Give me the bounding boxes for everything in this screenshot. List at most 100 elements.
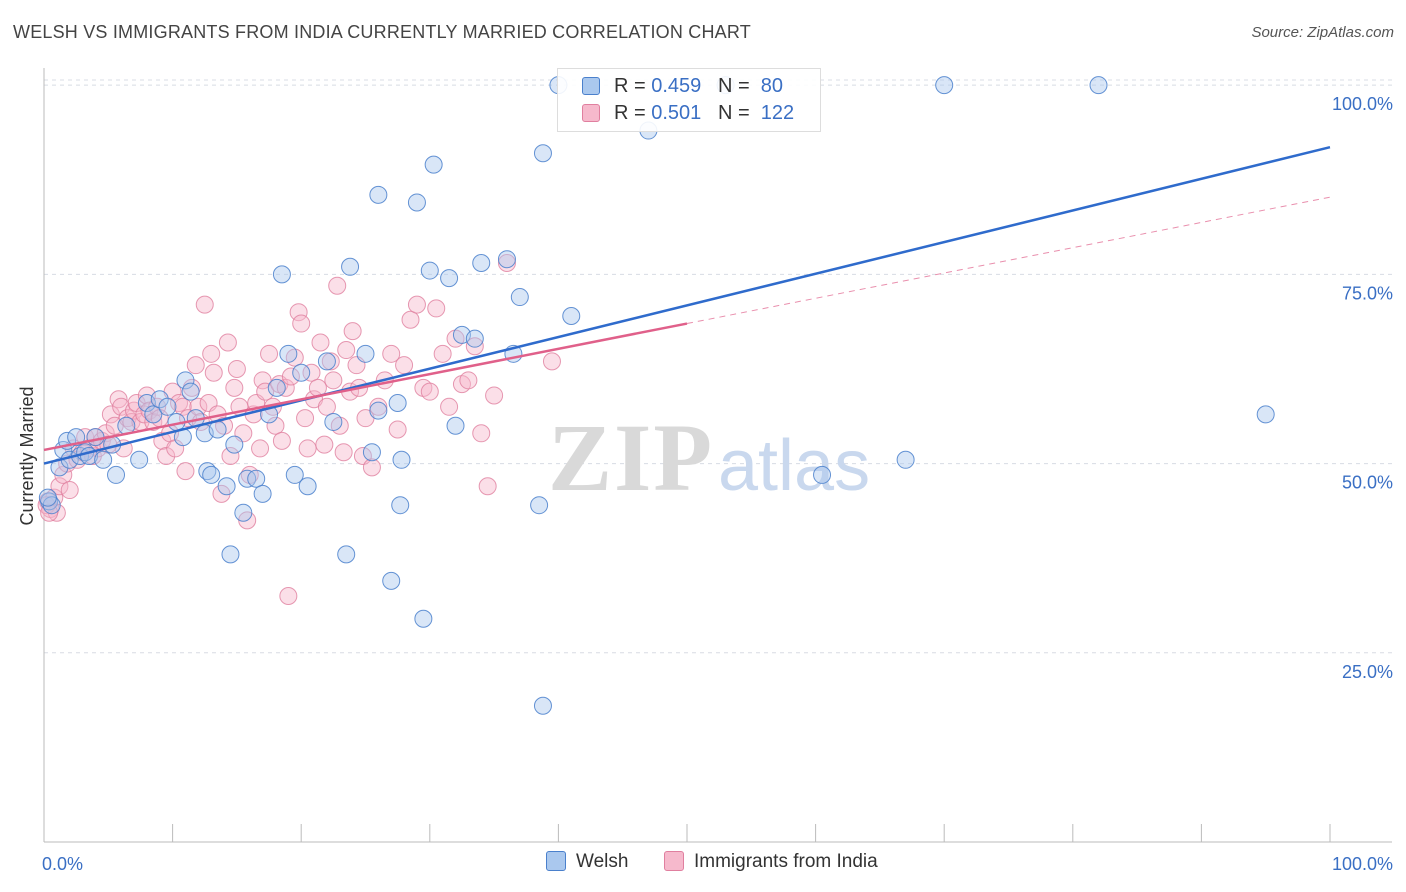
- bottom-legend-india: Immigrants from India: [664, 851, 878, 873]
- india-point: [317, 397, 336, 416]
- bottom-welsh-swatch: [546, 851, 566, 871]
- welsh-point: [94, 450, 113, 469]
- y-axis-label: Currently Married: [17, 386, 37, 525]
- welsh-point: [414, 609, 433, 628]
- bottom-legend-welsh: Welsh: [546, 851, 628, 873]
- welsh-trend-line: [43, 145, 1331, 465]
- india-point: [485, 386, 504, 405]
- welsh-point: [67, 428, 86, 447]
- welsh-point: [107, 465, 126, 484]
- india-point: [266, 416, 285, 435]
- india-point: [101, 405, 120, 424]
- india-r-label: R =: [614, 102, 646, 124]
- welsh-point: [420, 261, 439, 280]
- india-point: [324, 371, 343, 390]
- bottom-india-label: Immigrants from India: [694, 851, 878, 872]
- bottom-welsh-label: Welsh: [576, 851, 629, 872]
- welsh-point: [440, 269, 459, 288]
- welsh-point: [1089, 76, 1108, 95]
- india-point: [334, 443, 353, 462]
- welsh-point: [337, 545, 356, 564]
- welsh-n-label: N =: [717, 75, 750, 97]
- welsh-point: [497, 250, 516, 269]
- bottom-india-swatch: [664, 851, 684, 871]
- india-point: [465, 337, 484, 356]
- india-point: [388, 420, 407, 439]
- india-point: [427, 299, 446, 318]
- watermark-zip: ZIP: [548, 404, 714, 511]
- welsh-point: [362, 443, 381, 462]
- welsh-point: [234, 503, 253, 522]
- india-point: [60, 481, 79, 500]
- welsh-point: [285, 465, 304, 484]
- india-point: [221, 447, 240, 465]
- india-n-label: N =: [717, 102, 750, 124]
- welsh-point: [562, 306, 581, 325]
- india-n-value: 122: [760, 102, 795, 124]
- welsh-point: [369, 401, 388, 420]
- welsh-point: [317, 352, 336, 371]
- welsh-point: [369, 185, 388, 204]
- welsh-point: [144, 405, 163, 424]
- india-point: [227, 359, 246, 378]
- chart-title: WELSH VS IMMIGRANTS FROM INDIA CURRENTLY…: [13, 22, 751, 42]
- welsh-points: [38, 76, 1275, 715]
- india-point: [109, 390, 128, 409]
- india-point: [433, 344, 452, 363]
- india-points: [37, 254, 561, 606]
- x-tick-label-max: 100.0%: [1332, 854, 1393, 874]
- welsh-point: [38, 488, 57, 507]
- welsh-point: [86, 428, 105, 447]
- india-point: [292, 314, 311, 333]
- india-point: [302, 363, 321, 382]
- india-point: [420, 382, 439, 401]
- india-point: [542, 352, 561, 371]
- source-label: Source: ZipAtlas.com: [1251, 24, 1394, 41]
- welsh-point: [382, 571, 401, 590]
- x-tick-label-min: 0.0%: [42, 854, 83, 874]
- india-point: [382, 344, 401, 363]
- welsh-point: [181, 382, 200, 401]
- india-point: [189, 397, 208, 416]
- welsh-point: [533, 144, 552, 163]
- welsh-point: [510, 288, 529, 307]
- welsh-point: [150, 390, 169, 409]
- india-point: [204, 363, 223, 382]
- welsh-point: [324, 412, 343, 431]
- india-point: [195, 295, 214, 314]
- y-tick-label: 25.0%: [1342, 662, 1393, 682]
- india-point: [186, 356, 205, 375]
- india-point: [281, 367, 300, 386]
- legend-row-welsh: R = 0.459 N = 80: [582, 75, 783, 98]
- axes: [43, 68, 1392, 843]
- welsh-point: [392, 450, 411, 469]
- india-point: [298, 439, 317, 458]
- india-point: [276, 378, 295, 397]
- welsh-point: [446, 416, 465, 435]
- india-point: [362, 458, 381, 477]
- welsh-point: [176, 371, 195, 390]
- gridlines: [44, 79, 1392, 654]
- welsh-point: [225, 435, 244, 454]
- welsh-point: [935, 76, 954, 95]
- india-point: [321, 352, 340, 371]
- y-tick-label: 75.0%: [1342, 283, 1393, 303]
- welsh-point: [407, 193, 426, 212]
- welsh-point: [465, 329, 484, 348]
- welsh-point: [158, 397, 177, 416]
- welsh-point: [279, 344, 298, 363]
- india-point: [328, 276, 347, 295]
- india-point: [497, 254, 516, 272]
- india-point: [260, 344, 279, 363]
- welsh-point: [533, 696, 552, 715]
- welsh-r-value: 0.459: [651, 75, 702, 97]
- india-point: [251, 439, 270, 458]
- india-point: [202, 344, 221, 363]
- india-trend-line: [43, 322, 688, 452]
- india-swatch: [582, 104, 600, 122]
- india-point: [176, 462, 195, 481]
- welsh-point: [356, 344, 375, 363]
- welsh-point: [424, 155, 443, 174]
- india-point: [337, 341, 356, 360]
